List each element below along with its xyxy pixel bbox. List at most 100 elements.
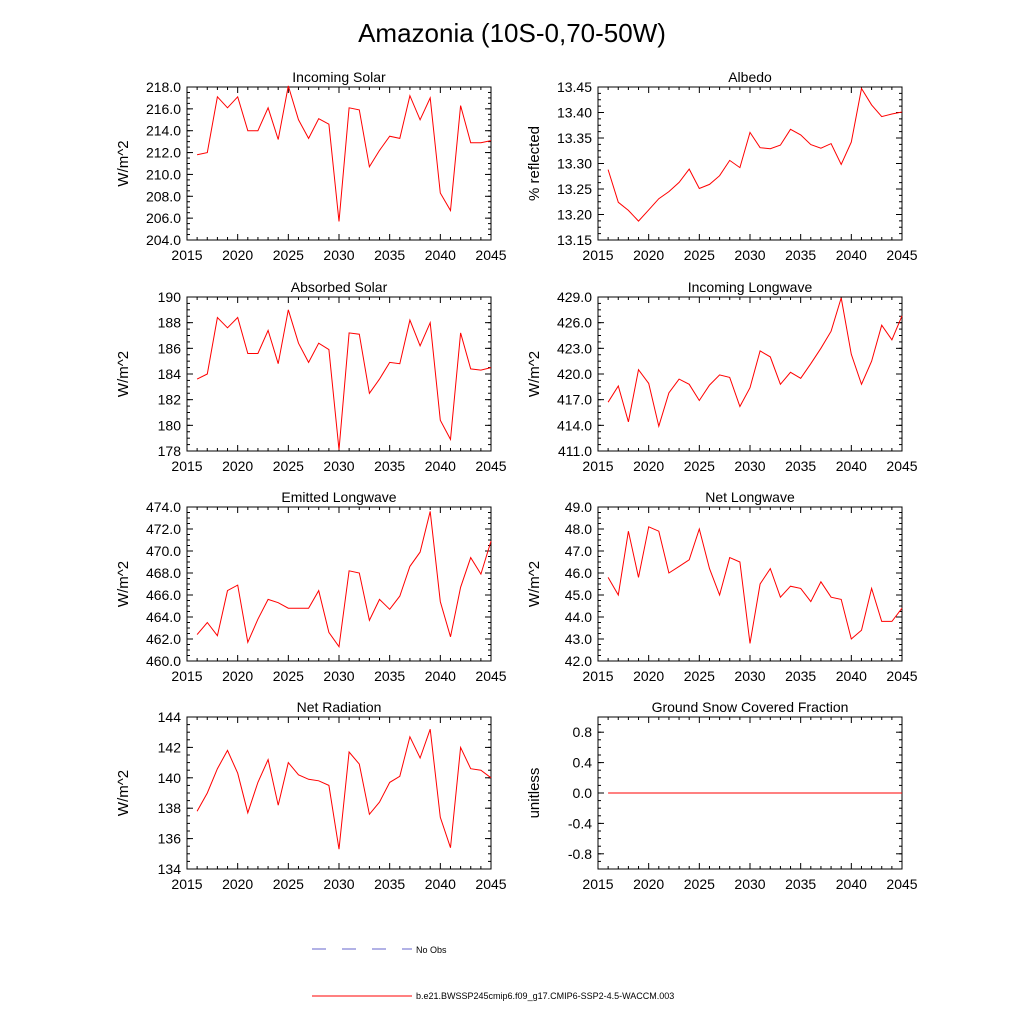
y-tick-label: 45.0 (565, 587, 592, 603)
x-tick-label: 2020 (633, 458, 664, 474)
x-tick-label: 2015 (582, 668, 613, 684)
y-tick-label: 212.0 (146, 145, 181, 161)
y-tick-label: 204.0 (146, 232, 181, 248)
x-tick-label: 2025 (273, 668, 304, 684)
x-tick-label: 2040 (425, 668, 456, 684)
x-tick-label: 2035 (785, 458, 816, 474)
x-tick-label: 2040 (836, 876, 867, 892)
x-tick-label: 2020 (633, 247, 664, 263)
y-axis-label: unitless (526, 768, 543, 819)
y-tick-label: -0.8 (568, 846, 592, 862)
y-tick-label: 13.35 (557, 130, 592, 146)
x-tick-label: 2045 (886, 458, 917, 474)
y-tick-label: 423.0 (557, 340, 592, 356)
y-tick-label: 142 (158, 739, 182, 755)
x-tick-label: 2035 (374, 247, 405, 263)
panel-incoming-longwave: Incoming Longwave W/m^2 2015 2020 2025 2030 20… (526, 279, 918, 474)
x-tick-label: 2030 (734, 458, 765, 474)
y-tick-label: 414.0 (557, 417, 592, 433)
y-tick-label: 411.0 (558, 443, 592, 459)
x-tick-label: 2025 (684, 247, 715, 263)
x-tick-label: 2015 (171, 668, 202, 684)
y-axis-label: W/m^2 (526, 561, 543, 607)
y-tick-label: -0.4 (568, 815, 592, 831)
x-tick-label: 2025 (684, 668, 715, 684)
series-line-incoming-solar (196, 85, 492, 222)
y-tick-label: 182 (158, 392, 182, 408)
y-tick-label: 13.30 (557, 156, 592, 172)
legend-obs-label: No Obs (416, 945, 447, 955)
y-tick-label: 462.0 (146, 631, 181, 647)
series-line-albedo (607, 87, 903, 222)
panel-title: Net Radiation (297, 699, 382, 715)
y-tick-label: 49.0 (565, 499, 592, 515)
panel-title: Incoming Solar (292, 69, 386, 85)
plot-frame (597, 296, 903, 452)
x-tick-label: 2040 (425, 458, 456, 474)
y-axis-label: W/m^2 (526, 351, 543, 397)
y-tick-label: 206.0 (146, 210, 181, 226)
panel-net-longwave: Net Longwave W/m^2 2015 2020 2025 2030 2035 204… (526, 489, 918, 684)
y-tick-label: 134 (158, 861, 182, 877)
x-tick-label: 2015 (582, 458, 613, 474)
x-tick-label: 2030 (323, 668, 354, 684)
x-tick-label: 2045 (475, 458, 506, 474)
plot-frame (186, 296, 492, 452)
y-tick-label: 464.0 (146, 609, 181, 625)
y-tick-label: 214.0 (146, 123, 181, 139)
x-tick-label: 2040 (836, 247, 867, 263)
x-tick-label: 2035 (785, 668, 816, 684)
series-line-net-radiation (196, 729, 492, 850)
y-tick-label: 470.0 (146, 543, 181, 559)
panel-title: Incoming Longwave (688, 279, 813, 295)
plot-frame (597, 506, 903, 662)
panel-incoming-solar: Incoming Solar W/m^2 2015 2020 2025 2030 2035 2… (115, 69, 507, 263)
x-tick-label: 2045 (886, 247, 917, 263)
x-tick-label: 2020 (222, 668, 253, 684)
y-tick-label: 188 (158, 315, 182, 331)
panel-title: Emitted Longwave (281, 489, 396, 505)
x-tick-label: 2025 (684, 876, 715, 892)
x-tick-label: 2040 (425, 247, 456, 263)
x-tick-label: 2025 (273, 876, 304, 892)
y-tick-label: 420.0 (557, 366, 592, 382)
x-tick-label: 2030 (734, 668, 765, 684)
y-tick-label: 429.0 (557, 289, 592, 305)
y-tick-label: 13.45 (557, 79, 592, 95)
y-tick-label: 44.0 (565, 609, 592, 625)
y-tick-label: 466.0 (146, 587, 181, 603)
x-tick-label: 2045 (886, 668, 917, 684)
y-tick-label: 138 (158, 800, 182, 816)
x-tick-label: 2030 (323, 458, 354, 474)
x-tick-label: 2045 (475, 668, 506, 684)
y-tick-label: 180 (158, 417, 182, 433)
x-tick-label: 2035 (374, 668, 405, 684)
panel-title: Albedo (728, 69, 772, 85)
y-tick-label: 0.4 (573, 755, 593, 771)
x-tick-label: 2035 (785, 876, 816, 892)
x-tick-label: 2030 (734, 876, 765, 892)
x-tick-label: 2035 (374, 876, 405, 892)
y-tick-label: 426.0 (557, 315, 592, 331)
panel-net-radiation: Net Radiation W/m^2 2015 2020 2025 2030 2035 20… (115, 699, 507, 892)
y-tick-label: 13.40 (557, 105, 592, 121)
x-tick-label: 2025 (273, 458, 304, 474)
series-line-incoming-longwave (607, 297, 903, 429)
x-tick-label: 2025 (273, 247, 304, 263)
panel-emitted-longwave: Emitted Longwave W/m^2 2015 2020 2025 2030 203… (115, 489, 507, 684)
x-tick-label: 2015 (171, 247, 202, 263)
y-tick-label: 13.25 (557, 181, 592, 197)
y-tick-label: 46.0 (565, 565, 592, 581)
x-tick-label: 2045 (886, 876, 917, 892)
y-tick-label: 43.0 (565, 631, 592, 647)
y-tick-label: 136 (158, 831, 182, 847)
y-axis-label: W/m^2 (115, 351, 132, 397)
y-tick-label: 472.0 (146, 521, 181, 537)
y-tick-label: 474.0 (146, 499, 181, 515)
y-tick-label: 190 (158, 289, 182, 305)
legend-model-label: b.e21.BWSSP245cmip6.f09_g17.CMIP6-SSP2-4… (416, 991, 674, 1001)
y-axis-label: W/m^2 (115, 561, 132, 607)
x-tick-label: 2045 (475, 247, 506, 263)
plot-frame (597, 86, 903, 241)
